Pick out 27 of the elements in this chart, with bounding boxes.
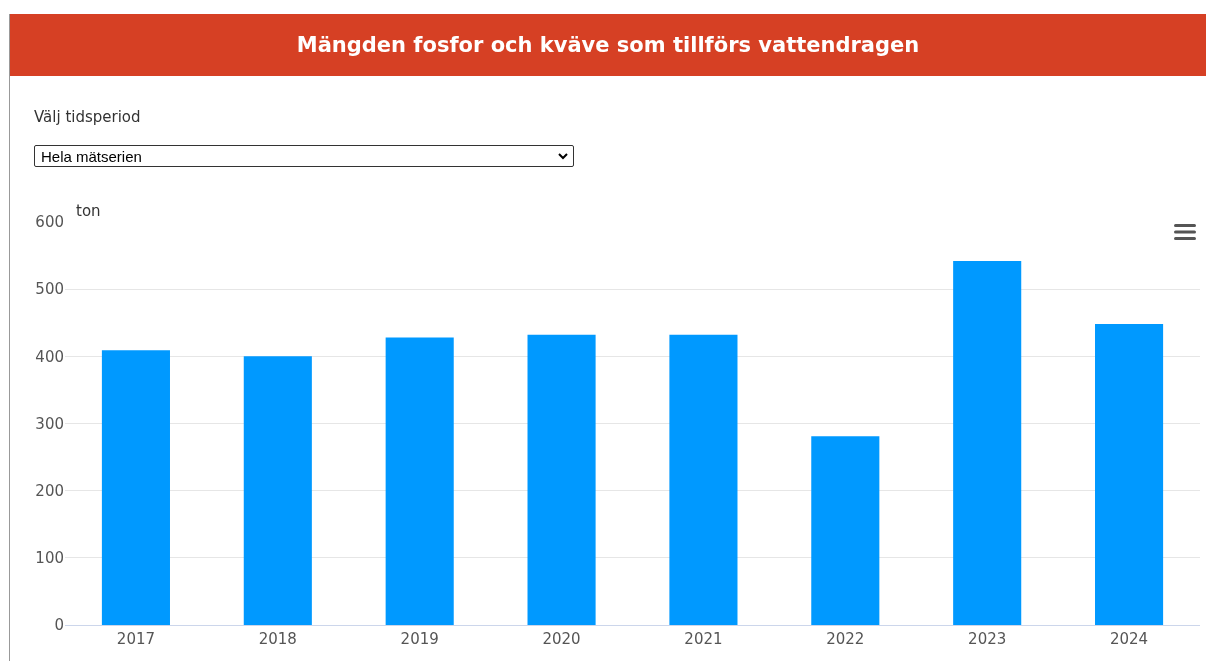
x-tick-label: 2017: [116, 630, 156, 648]
y-tick-label: 100: [35, 549, 64, 568]
x-tick-label: 2022: [826, 630, 865, 648]
bar: [669, 334, 738, 625]
dropdown-field: Hela mätserien: [34, 145, 574, 167]
bar: [527, 334, 596, 625]
y-tick-label: 300: [35, 414, 64, 433]
y-tick-label: 400: [35, 347, 64, 366]
bar: [953, 260, 1022, 625]
x-tick-label: 2020: [542, 630, 581, 648]
x-tick-label: 2021: [684, 630, 723, 648]
y-tick-label: 0: [54, 616, 64, 635]
y-axis-title: ton: [76, 202, 101, 220]
y-tick-label: 600: [35, 213, 64, 232]
text: Välj tidsperiod: [34, 108, 141, 126]
x-tick-label: 2023: [968, 630, 1007, 648]
x-tick-label: 2018: [258, 630, 297, 648]
bar: [101, 350, 170, 625]
bar: [385, 337, 454, 625]
y-tick-label: 200: [35, 481, 64, 500]
x-tick-label: 2024: [1109, 630, 1149, 648]
bar: [243, 356, 312, 625]
bar: [1095, 324, 1164, 625]
x-tick-label: 2019: [400, 630, 439, 648]
bar: [811, 436, 880, 625]
chart-title: Mängden fosfor och kväve som tillförs vattendragen: [10, 14, 1206, 76]
y-tick-label: 500: [35, 280, 64, 299]
